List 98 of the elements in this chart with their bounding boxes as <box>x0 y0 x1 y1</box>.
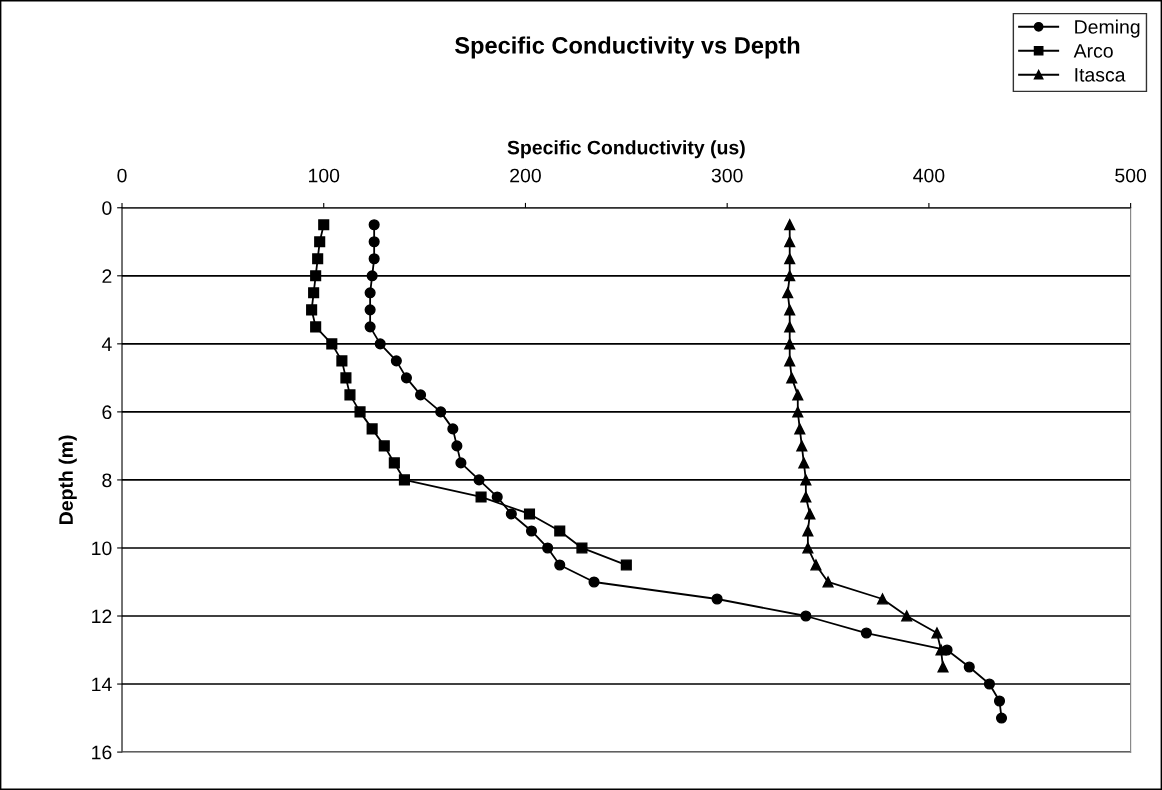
point <box>312 253 324 265</box>
x-tick-label: 0 <box>117 168 127 183</box>
point <box>554 525 566 537</box>
point <box>784 219 796 231</box>
point <box>588 576 600 588</box>
point <box>784 270 796 282</box>
point <box>336 355 348 367</box>
point <box>963 661 975 673</box>
point <box>802 542 814 554</box>
point <box>784 304 796 316</box>
point <box>860 627 872 639</box>
y-tick-label: 16 <box>92 745 112 760</box>
point <box>794 423 806 435</box>
point <box>306 304 318 316</box>
x-tick-label: 200 <box>510 168 541 183</box>
point <box>366 270 378 282</box>
point <box>366 423 378 435</box>
point <box>344 389 356 401</box>
point <box>711 593 723 605</box>
x-axis-title: Specific Conductivity (us) <box>507 140 745 159</box>
x-tick-label: 100 <box>309 168 340 183</box>
point <box>364 304 376 316</box>
point <box>782 287 794 299</box>
point <box>802 525 814 537</box>
point <box>455 457 467 469</box>
point <box>388 457 400 469</box>
point <box>784 253 796 265</box>
point <box>491 491 503 503</box>
point <box>523 508 536 520</box>
x-tick-label: 300 <box>711 168 743 183</box>
y-tick-label: 2 <box>102 269 112 283</box>
point <box>368 253 380 265</box>
point <box>354 406 366 418</box>
legend-label: Itasca <box>1075 68 1126 82</box>
y-tick-label: 10 <box>92 541 112 556</box>
point <box>792 389 804 401</box>
point <box>810 559 822 571</box>
point <box>400 372 412 384</box>
point <box>792 406 804 418</box>
point <box>505 508 517 520</box>
point <box>318 219 330 231</box>
point <box>310 270 322 282</box>
y-tick-label: 14 <box>92 677 112 692</box>
point <box>786 372 798 384</box>
y-tick-label: 8 <box>102 473 112 488</box>
point <box>554 559 566 571</box>
y-tick-label: 12 <box>92 609 112 624</box>
chart-title: Specific Conductivity vs Depth <box>454 36 800 59</box>
point <box>451 440 463 452</box>
point <box>525 525 538 537</box>
x-tick-label: 400 <box>913 168 945 183</box>
point <box>435 406 447 418</box>
y-tick-label: 6 <box>102 405 112 420</box>
legend-label: Arco <box>1073 44 1113 58</box>
point <box>800 474 812 486</box>
point <box>798 457 810 469</box>
point <box>993 695 1006 707</box>
point <box>576 542 588 554</box>
point <box>473 474 485 486</box>
point <box>983 678 995 690</box>
y-tick-label: 4 <box>101 337 112 351</box>
x-tick-label: 500 <box>1115 168 1147 183</box>
point <box>822 576 834 588</box>
point <box>390 355 402 367</box>
point <box>784 321 796 333</box>
point <box>937 661 949 673</box>
point <box>364 287 376 299</box>
point <box>542 542 554 554</box>
point <box>415 389 427 401</box>
point <box>800 610 812 622</box>
y-axis-title: Depth (m) <box>58 435 77 524</box>
point <box>931 627 943 639</box>
point <box>398 474 410 486</box>
point <box>876 593 889 605</box>
point <box>314 236 326 248</box>
legend-label: Deming <box>1075 19 1140 38</box>
point <box>935 644 947 656</box>
point <box>447 423 459 435</box>
point <box>326 338 338 350</box>
point <box>364 321 376 333</box>
point <box>784 338 796 350</box>
point <box>804 508 816 520</box>
point <box>784 236 796 248</box>
point <box>995 712 1008 724</box>
point <box>308 287 320 299</box>
point <box>475 491 487 503</box>
point <box>620 559 632 571</box>
point <box>374 338 386 350</box>
point <box>368 236 380 248</box>
point <box>784 355 796 367</box>
point <box>368 219 380 231</box>
point <box>310 321 322 333</box>
point <box>901 610 913 622</box>
point <box>378 440 390 452</box>
y-tick-label: 0 <box>102 201 112 216</box>
point <box>340 372 352 384</box>
point <box>800 491 812 503</box>
point <box>796 440 808 452</box>
